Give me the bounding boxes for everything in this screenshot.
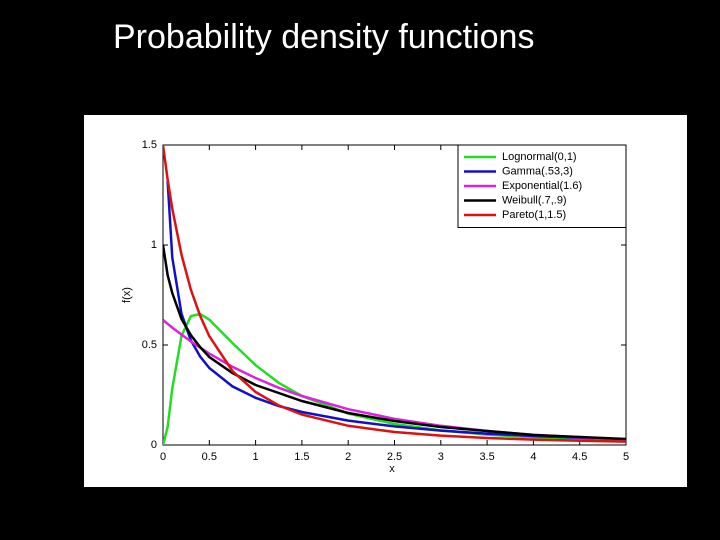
- plot-area: [163, 145, 626, 445]
- x-tick-label: 4.5: [572, 451, 587, 463]
- y-axis-label: f(x): [121, 287, 133, 303]
- y-tick-label: 1.5: [142, 139, 157, 151]
- x-tick-label: 1: [253, 451, 259, 463]
- y-tick-label: 0.5: [142, 339, 157, 351]
- x-tick-label: 2: [345, 451, 351, 463]
- x-tick-label: 0.5: [202, 451, 217, 463]
- x-tick-label: 1.5: [294, 451, 309, 463]
- legend-label: Pareto(1,1.5): [502, 209, 566, 221]
- x-tick-label: 0: [160, 451, 166, 463]
- x-tick-label: 2.5: [387, 451, 402, 463]
- slide-title: Probability density functions: [113, 18, 535, 56]
- legend-label: Weibull(.7,.9): [502, 194, 567, 206]
- x-tick-label: 3: [438, 451, 444, 463]
- series-line: [163, 145, 626, 443]
- legend-label: Lognormal(0,1): [502, 151, 577, 163]
- series-line: [163, 244, 626, 441]
- x-axis-label: x: [389, 463, 395, 475]
- x-tick-label: 4: [530, 451, 536, 463]
- legend-label: Exponential(1.6): [502, 180, 582, 192]
- legend-label: Gamma(.53,3): [502, 165, 573, 177]
- y-tick-label: 1: [151, 239, 157, 251]
- y-tick-label: 0: [151, 439, 157, 451]
- x-tick-label: 3.5: [479, 451, 494, 463]
- x-tick-label: 5: [623, 451, 629, 463]
